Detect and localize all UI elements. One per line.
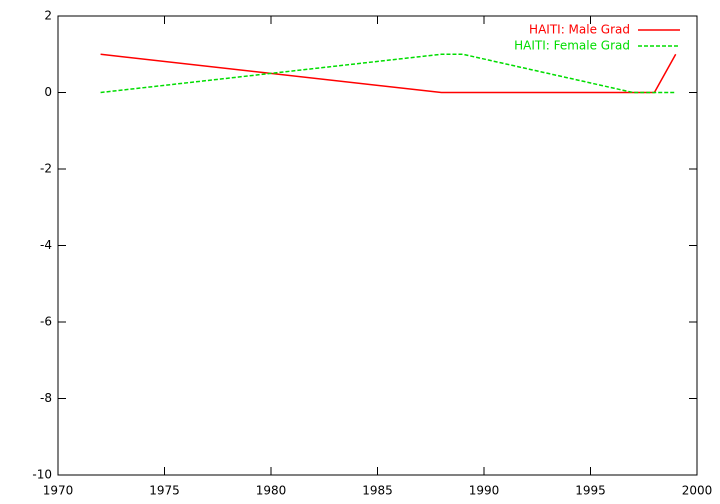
x-tick-label: 1990 [469,484,500,498]
legend-label: HAITI: Female Grad [514,39,630,53]
x-tick-label: 2000 [682,484,713,498]
y-tick-label: 0 [44,85,52,99]
y-tick-label: -6 [40,315,52,329]
legend-label: HAITI: Male Grad [529,23,630,37]
y-tick-label: 2 [44,9,52,23]
x-tick-label: 1995 [575,484,606,498]
y-tick-label: -2 [40,162,52,176]
y-tick-label: -10 [32,468,52,482]
series-line [100,53,676,94]
x-tick-label: 1980 [256,484,287,498]
x-tick-label: 1970 [43,484,74,498]
y-tick-label: -8 [40,391,52,405]
y-tick-label: -4 [40,238,52,252]
x-tick-label: 1975 [149,484,180,498]
x-tick-label: 1985 [362,484,393,498]
